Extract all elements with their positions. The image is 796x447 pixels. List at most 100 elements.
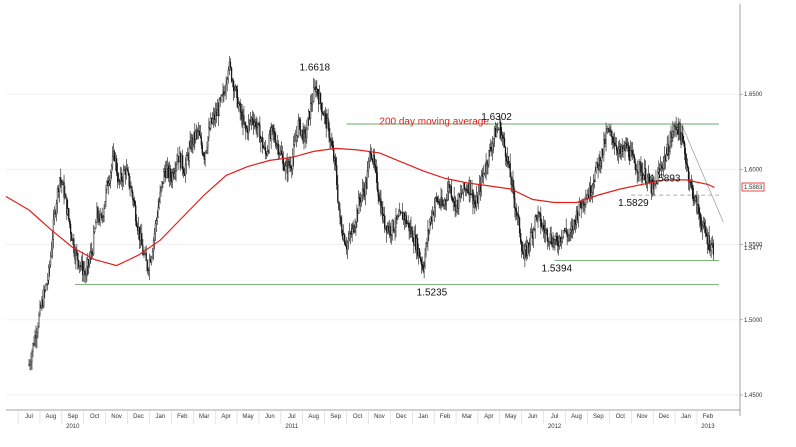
price-candle-body xyxy=(293,140,296,145)
price-candles-layer xyxy=(28,56,714,371)
y-tick-label: 1.6000 xyxy=(744,167,763,173)
price-candle-body xyxy=(692,188,694,201)
price-candle-body xyxy=(507,156,509,165)
price-candle-body xyxy=(366,170,368,189)
price-candle-body xyxy=(69,224,72,234)
price-candle-body xyxy=(224,92,226,95)
price-candle-body xyxy=(589,185,592,196)
price-candle-body xyxy=(236,89,238,108)
price-candle-body xyxy=(140,233,142,241)
price-candle-body xyxy=(376,172,378,190)
price-candle-body xyxy=(543,224,545,230)
price-candle-body xyxy=(699,213,701,218)
price-candle-body xyxy=(75,250,77,260)
price-candle-body xyxy=(166,168,168,178)
price-candle-body xyxy=(91,252,94,255)
x-tick-label: Aug xyxy=(308,414,319,420)
price-candle-body xyxy=(44,289,46,291)
price-candle-body xyxy=(709,249,711,251)
price-candle-body xyxy=(78,260,80,268)
price-candle-body xyxy=(147,269,149,272)
price-candle-body xyxy=(492,138,495,145)
price-candle-body xyxy=(46,283,48,286)
price-candle-body xyxy=(474,200,476,205)
price-candle-body xyxy=(544,229,547,234)
price-candle-body xyxy=(253,122,255,126)
x-tick-label: Dec xyxy=(659,414,670,420)
x-year-label: 2011 xyxy=(285,424,299,430)
grid-layer xyxy=(6,93,740,396)
price-candle-body xyxy=(206,147,208,151)
price-candle-body xyxy=(160,187,162,193)
price-candle-body xyxy=(420,259,422,265)
price-candle-body xyxy=(114,158,117,161)
price-candle-body xyxy=(281,154,284,158)
price-candle-body xyxy=(188,147,190,161)
price-candle-body xyxy=(157,207,159,218)
price-candle-body xyxy=(636,169,638,174)
x-tick-label: Apr xyxy=(221,414,230,420)
price-candle-body xyxy=(99,213,101,223)
price-candle-body xyxy=(595,161,597,172)
price-candle-body xyxy=(674,125,676,127)
price-candle-body xyxy=(684,143,686,155)
price-candle-body xyxy=(100,213,102,218)
price-candle-body xyxy=(640,164,642,176)
price-candle-body xyxy=(62,182,64,186)
price-candle-body xyxy=(657,171,659,185)
x-tick-label: Feb xyxy=(703,414,714,420)
price-candle-body xyxy=(233,89,236,92)
price-candle-body xyxy=(73,238,75,253)
price-candle-body xyxy=(131,186,133,193)
price-candle-body xyxy=(338,201,340,210)
y-tick-label: 1.5000 xyxy=(744,318,763,324)
price-candle-body xyxy=(262,137,264,149)
price-candle-body xyxy=(110,171,112,181)
price-candle-body xyxy=(565,228,567,233)
price-candle-body xyxy=(314,86,316,89)
price-candle-body xyxy=(346,242,349,250)
price-candle-body xyxy=(146,260,148,272)
price-candle-body xyxy=(389,226,391,236)
price-candle-body xyxy=(585,199,587,205)
price-candle-body xyxy=(257,123,259,129)
price-candle-body xyxy=(148,258,151,271)
price-candle-body xyxy=(498,128,500,130)
price-candle-body xyxy=(151,257,153,263)
price-candle-body xyxy=(548,241,550,243)
x-tick-label: Mar xyxy=(462,414,472,420)
price-candle-body xyxy=(270,127,272,139)
price-candle-body xyxy=(477,190,480,204)
price-candle-body xyxy=(235,86,238,90)
price-candle-body xyxy=(537,212,539,220)
price-candle-body xyxy=(348,233,350,240)
price-candle-body xyxy=(65,194,67,198)
price-candle-body xyxy=(127,170,129,174)
price-candle-body xyxy=(653,184,655,189)
price-candle-body xyxy=(260,138,262,143)
price-candle-body xyxy=(49,264,51,268)
price-candle-body xyxy=(248,120,251,123)
price-candle-body xyxy=(447,184,450,192)
price-candle-body xyxy=(317,89,319,96)
price-candle-body xyxy=(521,241,523,252)
price-candle-body xyxy=(94,228,96,233)
price-candle-body xyxy=(675,126,677,130)
price-candle-body xyxy=(504,146,507,157)
x-year-label: 2010 xyxy=(66,424,80,430)
price-candle-body xyxy=(654,183,656,185)
price-candle-body xyxy=(104,201,106,209)
price-candle-body xyxy=(365,181,367,189)
price-candle-body xyxy=(59,177,61,193)
price-candle-body xyxy=(629,150,632,161)
price-candle-body xyxy=(503,138,506,148)
price-candle-body xyxy=(266,151,269,156)
x-tick-label: May xyxy=(505,414,516,420)
price-candle-body xyxy=(485,161,487,173)
price-candle-body xyxy=(546,229,549,241)
price-candle-body xyxy=(143,253,145,256)
price-candle-body xyxy=(427,229,429,243)
price-candle-body xyxy=(524,249,526,260)
price-candle-body xyxy=(303,129,305,143)
price-candle-body xyxy=(163,171,165,184)
